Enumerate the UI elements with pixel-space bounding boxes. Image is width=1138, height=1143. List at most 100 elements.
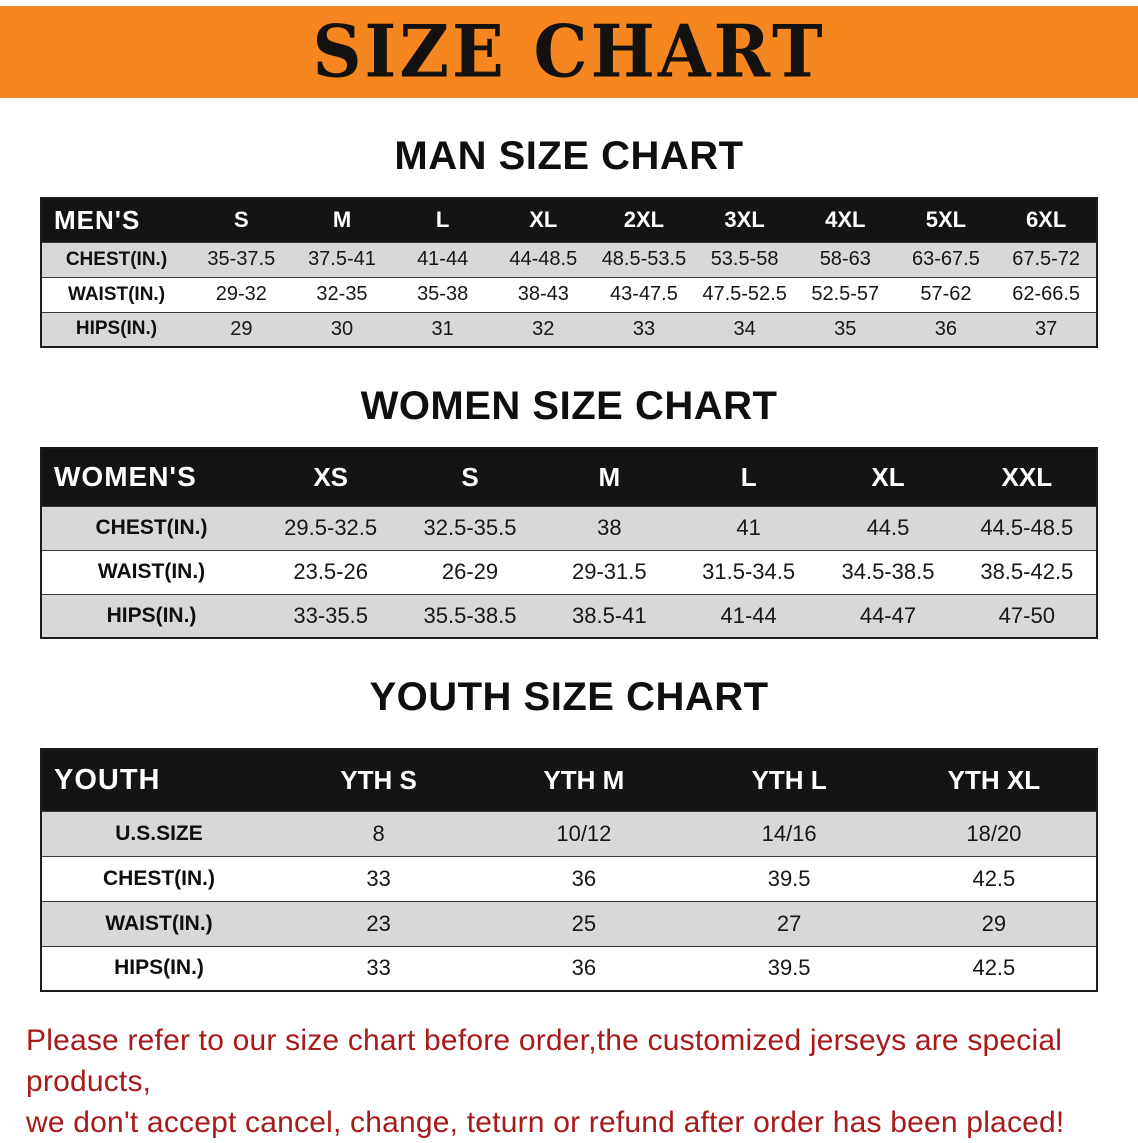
size-value: 29-31.5 bbox=[539, 549, 679, 594]
size-value: 39.5 bbox=[686, 945, 892, 991]
women-size-table: WOMEN'S XS S M L XL XXL CHEST(IN.) 29.5-32.5 32.… bbox=[40, 447, 1098, 639]
size-value: 10/12 bbox=[481, 810, 687, 856]
size-value: 30 bbox=[291, 311, 393, 347]
size-column-header: YTH S bbox=[276, 749, 482, 811]
youth-table-body: U.S.SIZE 8 10/12 14/16 18/20 CHEST(IN.) 33 36 39… bbox=[41, 810, 1097, 991]
size-column-header: YTH XL bbox=[891, 749, 1097, 811]
size-value: 29-32 bbox=[191, 276, 292, 312]
size-column-header: 3XL bbox=[694, 198, 795, 242]
row-label: WAIST(IN.) bbox=[41, 276, 191, 312]
youth-size-table: YOUTH YTH S YTH M YTH L YTH XL U.S.SIZE 8 10/1… bbox=[40, 748, 1098, 992]
size-value: 35-38 bbox=[392, 276, 493, 312]
size-value: 41-44 bbox=[392, 241, 493, 277]
banner: SIZE CHART bbox=[0, 6, 1138, 98]
size-column-header: YTH L bbox=[686, 749, 892, 811]
size-value: 41-44 bbox=[678, 593, 819, 638]
size-value: 53.5-58 bbox=[694, 241, 795, 277]
size-value: 41 bbox=[678, 505, 819, 550]
size-value: 42.5 bbox=[891, 855, 1097, 901]
size-value: 36 bbox=[895, 311, 997, 347]
size-value: 35.5-38.5 bbox=[400, 593, 540, 638]
size-value: 14/16 bbox=[686, 810, 892, 856]
size-column-header: 2XL bbox=[593, 198, 695, 242]
size-value: 25 bbox=[481, 900, 687, 946]
size-column-header: S bbox=[400, 448, 540, 506]
men-table-body: CHEST(IN.) 35-37.5 37.5-41 41-44 44-48.5 48.5… bbox=[41, 241, 1097, 347]
header-row: YOUTH YTH S YTH M YTH L YTH XL bbox=[41, 749, 1097, 811]
size-column-header: XXL bbox=[957, 448, 1097, 506]
size-value: 35 bbox=[794, 311, 896, 347]
size-value: 63-67.5 bbox=[895, 241, 997, 277]
size-value: 62-66.5 bbox=[996, 276, 1097, 312]
size-value: 36 bbox=[481, 945, 687, 991]
disclaimer-line-2: we don't accept cancel, change, teturn o… bbox=[26, 1106, 1065, 1139]
size-value: 58-63 bbox=[794, 241, 896, 277]
size-column-header: L bbox=[678, 448, 819, 506]
size-column-header: YTH M bbox=[481, 749, 687, 811]
measurement-row: CHEST(IN.) 33 36 39.5 42.5 bbox=[41, 855, 1097, 901]
size-column-header: S bbox=[191, 198, 292, 242]
page-title: SIZE CHART bbox=[312, 9, 826, 95]
size-value: 34 bbox=[694, 311, 795, 347]
measurement-row: HIPS(IN.) 33 36 39.5 42.5 bbox=[41, 945, 1097, 991]
size-value: 37.5-41 bbox=[291, 241, 393, 277]
row-label: HIPS(IN.) bbox=[41, 593, 261, 638]
size-value: 44.5-48.5 bbox=[957, 505, 1097, 550]
header-row: MEN'S S M L XL 2XL 3XL 4XL 5XL 6XL bbox=[41, 198, 1097, 242]
size-value: 52.5-57 bbox=[794, 276, 896, 312]
size-column-header: 6XL bbox=[996, 198, 1097, 242]
size-value: 67.5-72 bbox=[996, 241, 1097, 277]
women-table-header: WOMEN'S XS S M L XL XXL bbox=[41, 448, 1097, 506]
size-value: 29 bbox=[191, 311, 292, 347]
table-title-cell: MEN'S bbox=[41, 198, 191, 242]
size-value: 27 bbox=[686, 900, 892, 946]
measurement-row: U.S.SIZE 8 10/12 14/16 18/20 bbox=[41, 810, 1097, 856]
size-value: 8 bbox=[276, 810, 482, 856]
row-label: HIPS(IN.) bbox=[41, 311, 191, 347]
size-value: 34.5-38.5 bbox=[818, 549, 958, 594]
measurement-row: HIPS(IN.) 29 30 31 32 33 34 35 36 37 bbox=[41, 311, 1097, 347]
size-value: 44.5 bbox=[818, 505, 958, 550]
size-value: 57-62 bbox=[895, 276, 997, 312]
size-value: 38.5-42.5 bbox=[957, 549, 1097, 594]
women-size-chart-heading: WOMEN SIZE CHART bbox=[360, 384, 778, 428]
size-value: 38-43 bbox=[492, 276, 594, 312]
size-value: 48.5-53.5 bbox=[593, 241, 695, 277]
size-value: 47-50 bbox=[957, 593, 1097, 638]
measurement-row: HIPS(IN.) 33-35.5 35.5-38.5 38.5-41 41-44 44-… bbox=[41, 593, 1097, 638]
size-value: 32-35 bbox=[291, 276, 393, 312]
size-value: 18/20 bbox=[891, 810, 1097, 856]
measurement-row: WAIST(IN.) 23.5-26 26-29 29-31.5 31.5-34.5 34… bbox=[41, 549, 1097, 594]
size-value: 35-37.5 bbox=[191, 241, 292, 277]
size-value: 29.5-32.5 bbox=[261, 505, 401, 550]
size-column-header: XL bbox=[818, 448, 958, 506]
measurement-row: WAIST(IN.) 29-32 32-35 35-38 38-43 43-47.5 47.… bbox=[41, 276, 1097, 312]
women-table-body: CHEST(IN.) 29.5-32.5 32.5-35.5 38 41 44.5 44.5… bbox=[41, 505, 1097, 638]
size-value: 33 bbox=[593, 311, 695, 347]
men-size-chart-heading: MAN SIZE CHART bbox=[394, 134, 744, 178]
measurement-row: WAIST(IN.) 23 25 27 29 bbox=[41, 900, 1097, 946]
size-column-header: XL bbox=[492, 198, 594, 242]
size-column-header: XS bbox=[261, 448, 401, 506]
row-label: U.S.SIZE bbox=[41, 810, 276, 856]
measurement-row: CHEST(IN.) 35-37.5 37.5-41 41-44 44-48.5 48.5… bbox=[41, 241, 1097, 277]
men-size-table: MEN'S S M L XL 2XL 3XL 4XL 5XL 6XL CHEST(IN.) 35-3… bbox=[40, 197, 1098, 348]
size-value: 32 bbox=[492, 311, 594, 347]
row-label: CHEST(IN.) bbox=[41, 241, 191, 277]
table-title-cell: YOUTH bbox=[41, 749, 276, 811]
women-size-chart-section: WOMEN SIZE CHART WOMEN'S XS S M L XL XXL CHEST… bbox=[0, 384, 1138, 639]
men-table-header: MEN'S S M L XL 2XL 3XL 4XL 5XL 6XL bbox=[41, 198, 1097, 242]
size-value: 47.5-52.5 bbox=[694, 276, 795, 312]
men-size-chart-section: MAN SIZE CHART MEN'S S M L XL 2XL 3XL 4XL 5XL 6XL… bbox=[0, 134, 1138, 348]
row-label: WAIST(IN.) bbox=[41, 549, 261, 594]
size-value: 33 bbox=[276, 855, 482, 901]
table-title-cell: WOMEN'S bbox=[41, 448, 261, 506]
size-value: 29 bbox=[891, 900, 1097, 946]
size-value: 23.5-26 bbox=[261, 549, 401, 594]
measurement-row: CHEST(IN.) 29.5-32.5 32.5-35.5 38 41 44.5 44.5… bbox=[41, 505, 1097, 550]
size-value: 23 bbox=[276, 900, 482, 946]
size-value: 26-29 bbox=[400, 549, 540, 594]
row-label: HIPS(IN.) bbox=[41, 945, 276, 991]
youth-size-chart-section: YOUTH SIZE CHART YOUTH YTH S YTH M YTH L YTH… bbox=[0, 675, 1138, 992]
row-label: WAIST(IN.) bbox=[41, 900, 276, 946]
